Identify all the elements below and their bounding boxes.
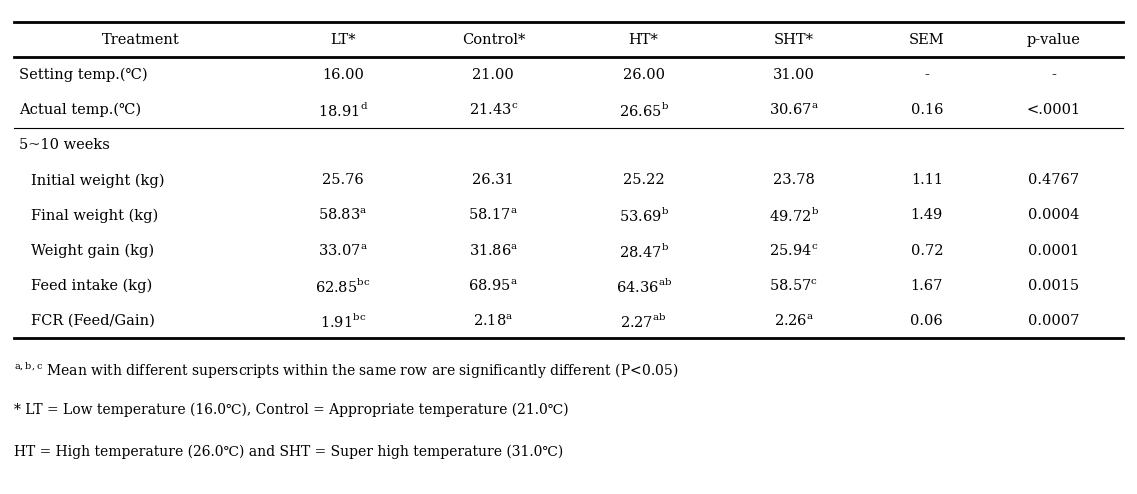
Text: LT*: LT* [330,33,356,47]
Text: -: - [1052,68,1056,82]
Text: 30.67$^{\mathregular{a}}$: 30.67$^{\mathregular{a}}$ [769,102,819,118]
Text: Control*: Control* [462,33,525,47]
Text: 0.0007: 0.0007 [1028,314,1080,328]
Text: 1.91$^{\mathregular{bc}}$: 1.91$^{\mathregular{bc}}$ [319,312,366,330]
Text: 58.17$^{\mathregular{a}}$: 58.17$^{\mathregular{a}}$ [468,207,518,223]
Text: Setting temp.(℃): Setting temp.(℃) [19,68,148,82]
Text: Weight gain (kg): Weight gain (kg) [31,244,153,258]
Text: 26.31: 26.31 [473,173,514,187]
Text: 16.00: 16.00 [322,68,364,82]
Text: 62.85$^{\mathregular{bc}}$: 62.85$^{\mathregular{bc}}$ [315,277,371,295]
Text: 2.27$^{\mathregular{ab}}$: 2.27$^{\mathregular{ab}}$ [621,312,667,330]
Text: 0.06: 0.06 [911,314,944,328]
Text: 0.72: 0.72 [911,244,943,257]
Text: SEM: SEM [910,33,945,47]
Text: HT*: HT* [629,33,658,47]
Text: 2.18$^{\mathregular{a}}$: 2.18$^{\mathregular{a}}$ [473,313,514,329]
Text: 58.83$^{\mathregular{a}}$: 58.83$^{\mathregular{a}}$ [318,207,367,223]
Text: 0.0004: 0.0004 [1028,208,1080,222]
Text: $^{\mathregular{a,b,c}}$ Mean with different superscripts within the same row ar: $^{\mathregular{a,b,c}}$ Mean with diffe… [14,361,678,381]
Text: 49.72$^{\mathregular{b}}$: 49.72$^{\mathregular{b}}$ [769,206,819,224]
Text: 25.76: 25.76 [322,173,364,187]
Text: 26.00: 26.00 [623,68,665,82]
Text: 68.95$^{\mathregular{a}}$: 68.95$^{\mathregular{a}}$ [468,278,518,293]
Text: 18.91$^{\mathregular{d}}$: 18.91$^{\mathregular{d}}$ [318,101,368,119]
Text: HT = High temperature (26.0℃) and SHT = Super high temperature (31.0℃): HT = High temperature (26.0℃) and SHT = … [14,445,563,459]
Text: 0.4767: 0.4767 [1029,173,1079,187]
Text: 5~10 weeks: 5~10 weeks [19,138,110,152]
Text: 0.0015: 0.0015 [1029,279,1079,293]
Text: SHT*: SHT* [774,33,814,47]
Text: p-value: p-value [1027,33,1081,47]
Text: Actual temp.(℃): Actual temp.(℃) [19,103,141,117]
Text: FCR (Feed/Gain): FCR (Feed/Gain) [31,314,155,328]
Text: 31.86$^{\mathregular{a}}$: 31.86$^{\mathregular{a}}$ [468,243,518,258]
Text: 21.43$^{\mathregular{c}}$: 21.43$^{\mathregular{c}}$ [468,102,518,118]
Text: Final weight (kg): Final weight (kg) [31,208,158,223]
Text: 25.94$^{\mathregular{c}}$: 25.94$^{\mathregular{c}}$ [770,243,819,258]
Text: 53.69$^{\mathregular{b}}$: 53.69$^{\mathregular{b}}$ [619,206,669,224]
Text: 23.78: 23.78 [773,173,815,187]
Text: * LT = Low temperature (16.0℃), Control = Appropriate temperature (21.0℃): * LT = Low temperature (16.0℃), Control … [14,403,568,417]
Text: 1.67: 1.67 [911,279,943,293]
Text: Feed intake (kg): Feed intake (kg) [31,279,152,293]
Text: 25.22: 25.22 [623,173,664,187]
Text: 64.36$^{\mathregular{ab}}$: 64.36$^{\mathregular{ab}}$ [615,277,672,295]
Text: 26.65$^{\mathregular{b}}$: 26.65$^{\mathregular{b}}$ [619,101,669,119]
Text: 58.57$^{\mathregular{c}}$: 58.57$^{\mathregular{c}}$ [770,278,819,293]
Text: 33.07$^{\mathregular{a}}$: 33.07$^{\mathregular{a}}$ [318,243,368,258]
Text: <.0001: <.0001 [1027,103,1081,117]
Text: Treatment: Treatment [102,33,180,47]
Text: 1.11: 1.11 [911,173,943,187]
Text: Initial weight (kg): Initial weight (kg) [31,173,164,188]
Text: 1.49: 1.49 [911,208,943,222]
Text: 0.0001: 0.0001 [1028,244,1080,257]
Text: 2.26$^{\mathregular{a}}$: 2.26$^{\mathregular{a}}$ [774,313,814,329]
Text: 28.47$^{\mathregular{b}}$: 28.47$^{\mathregular{b}}$ [619,242,669,259]
Text: 0.16: 0.16 [911,103,943,117]
Text: -: - [924,68,929,82]
Text: 31.00: 31.00 [773,68,815,82]
Text: 21.00: 21.00 [473,68,514,82]
